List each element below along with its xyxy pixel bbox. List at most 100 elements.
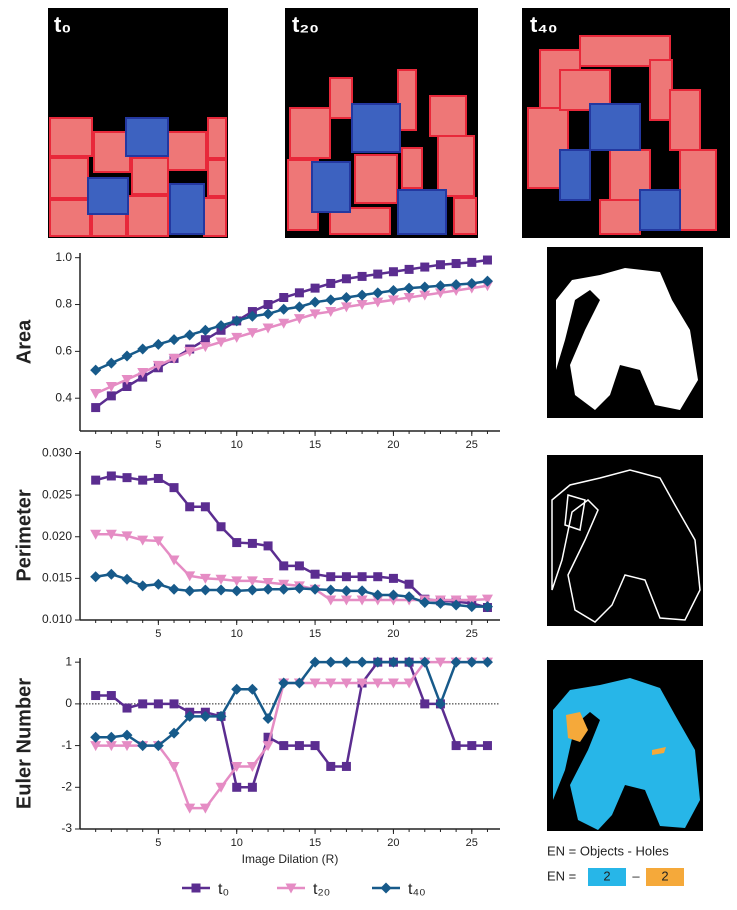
en-prefix: EN = [547, 868, 576, 883]
marker [262, 712, 274, 724]
marker [231, 585, 243, 597]
marker [200, 502, 210, 512]
marker [168, 761, 180, 772]
series-line [95, 660, 488, 789]
marker [278, 677, 290, 689]
marker [340, 656, 352, 668]
marker [262, 323, 274, 334]
marker [152, 578, 164, 590]
marker [434, 698, 446, 710]
marker [326, 761, 336, 771]
marker [340, 302, 352, 313]
marker [199, 803, 211, 814]
marker [105, 741, 117, 752]
holes-box [646, 868, 684, 886]
x-tick-label: 10 [231, 628, 243, 640]
marker [435, 260, 445, 270]
marker [356, 656, 368, 668]
marker [387, 295, 399, 306]
marker [263, 732, 273, 742]
marker [326, 278, 336, 288]
euler-image [547, 660, 703, 831]
marker [482, 741, 492, 751]
marker [387, 678, 399, 689]
marker [152, 740, 164, 752]
y-tick-label: -3 [61, 821, 72, 835]
marker [90, 571, 102, 583]
outline-image [547, 455, 703, 626]
marker [356, 585, 368, 597]
y-tick-label: -1 [61, 738, 72, 752]
marker [451, 741, 461, 751]
x-tick-label: 5 [155, 439, 161, 451]
y-tick-label: 0.025 [42, 487, 72, 501]
y-tick-label: 0.015 [42, 571, 72, 585]
panel-label: t₂₀ [292, 12, 319, 37]
y-tick-label: 0.4 [55, 390, 72, 404]
marker [246, 310, 258, 322]
marker [467, 741, 477, 751]
legend-marker [285, 883, 297, 894]
marker [387, 656, 399, 668]
marker [106, 471, 116, 481]
marker [138, 699, 148, 709]
x-tick-label: 25 [466, 628, 478, 640]
marker [309, 678, 321, 689]
marker [199, 324, 211, 336]
marker [403, 591, 415, 603]
marker [419, 290, 431, 301]
marker [231, 683, 243, 695]
marker [152, 536, 164, 547]
marker [90, 731, 102, 743]
marker [215, 710, 227, 722]
x-tick-label: 20 [387, 439, 399, 451]
series-line [94, 258, 488, 409]
marker [137, 740, 149, 752]
marker [388, 573, 398, 583]
marker [105, 529, 117, 540]
marker [184, 346, 196, 357]
marker [247, 782, 257, 792]
marker [372, 678, 384, 689]
marker [263, 541, 273, 551]
marker [357, 572, 367, 582]
marker [309, 309, 321, 320]
marker [279, 561, 289, 571]
marker [325, 584, 337, 596]
marker [466, 601, 478, 613]
legend-label: t₄₀ [408, 881, 426, 898]
marker [309, 296, 321, 308]
x-tick-label: 15 [309, 837, 321, 849]
marker [169, 699, 179, 709]
marker [90, 364, 102, 376]
marker [199, 573, 211, 584]
marker [263, 300, 273, 310]
marker [325, 678, 337, 689]
marker [215, 320, 227, 332]
marker [387, 284, 399, 296]
marker [481, 656, 493, 668]
marker [325, 307, 337, 318]
marker [262, 583, 274, 595]
y-tick-label: 0.8 [55, 297, 72, 311]
marker [168, 583, 180, 595]
marker [310, 569, 320, 579]
marker [137, 580, 149, 592]
marker [404, 579, 414, 589]
marker [481, 601, 493, 613]
marker [340, 292, 352, 303]
en-definition: EN = Objects - Holes [547, 843, 669, 858]
marker [184, 585, 196, 597]
panel-label: t₄₀ [530, 12, 558, 37]
marker [325, 294, 337, 306]
marker [357, 271, 367, 281]
marker [184, 571, 196, 582]
marker [293, 582, 305, 594]
marker [106, 391, 116, 401]
marker [278, 318, 290, 329]
marker [450, 285, 462, 296]
marker [185, 502, 195, 512]
y-axis-label: Area [13, 319, 35, 364]
marker [372, 287, 384, 299]
marker [293, 314, 305, 325]
